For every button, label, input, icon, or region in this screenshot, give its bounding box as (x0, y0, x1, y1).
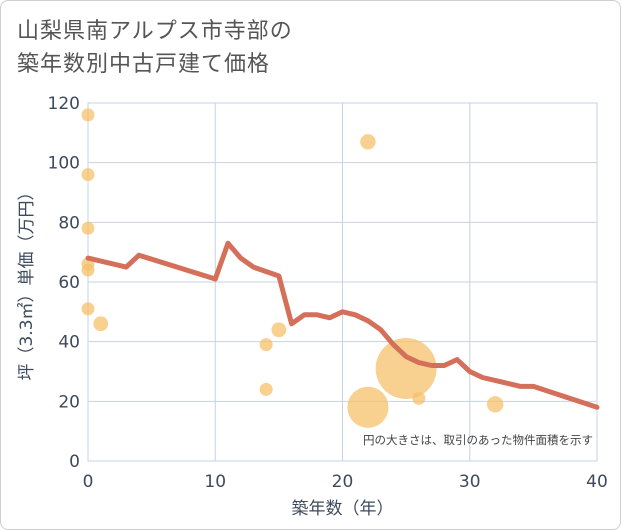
bubble-point (81, 168, 95, 182)
y-tick-label: 80 (58, 213, 80, 233)
chart-title-line-2: 築年数別中古戸建て価格 (17, 52, 271, 77)
average-price-line (85, 240, 600, 410)
bubble-point (81, 108, 95, 122)
bubble-point (486, 396, 504, 413)
y-tick-label: 100 (48, 154, 80, 174)
bubble-point (81, 263, 95, 277)
x-axis-title: 築年数（年） (292, 499, 394, 519)
bubble-point (271, 322, 287, 338)
bubble-point (93, 316, 109, 332)
y-tick-label: 0 (69, 452, 80, 472)
bubble-point (347, 386, 389, 428)
chart-title: 山梨県南アルプス市寺部の 築年数別中古戸建て価格 (17, 15, 293, 81)
bubble-point (259, 382, 273, 396)
x-tick-label: 0 (83, 472, 94, 492)
bubble-point (259, 338, 273, 352)
y-tick-label: 120 (48, 94, 80, 114)
y-tick-label: 20 (58, 392, 80, 412)
y-tick-label: 40 (58, 333, 80, 353)
x-tick-label: 20 (332, 472, 354, 492)
y-tick-label: 60 (58, 273, 80, 293)
bubble-point (375, 338, 437, 400)
bubble-point (81, 221, 95, 235)
bubble-series (81, 108, 504, 428)
bubble-point (81, 302, 95, 316)
x-tick-label: 40 (586, 472, 608, 492)
y-axis-title: 坪（3.3㎡）単価（万円） (17, 183, 37, 380)
x-tick-label: 10 (204, 472, 226, 492)
x-tick-label: 30 (459, 472, 481, 492)
chart-title-line-1: 山梨県南アルプス市寺部の (17, 19, 293, 44)
bubble-point (412, 391, 426, 405)
bubble-point (360, 134, 376, 150)
grid-lines (87, 102, 598, 462)
chart-annotation: 円の大きさは、取引のあった物件面積を示す (363, 433, 593, 447)
tick-labels: 0 20 40 60 80 100 120 0 10 20 30 40 (48, 94, 608, 492)
average-line-series (85, 240, 600, 410)
